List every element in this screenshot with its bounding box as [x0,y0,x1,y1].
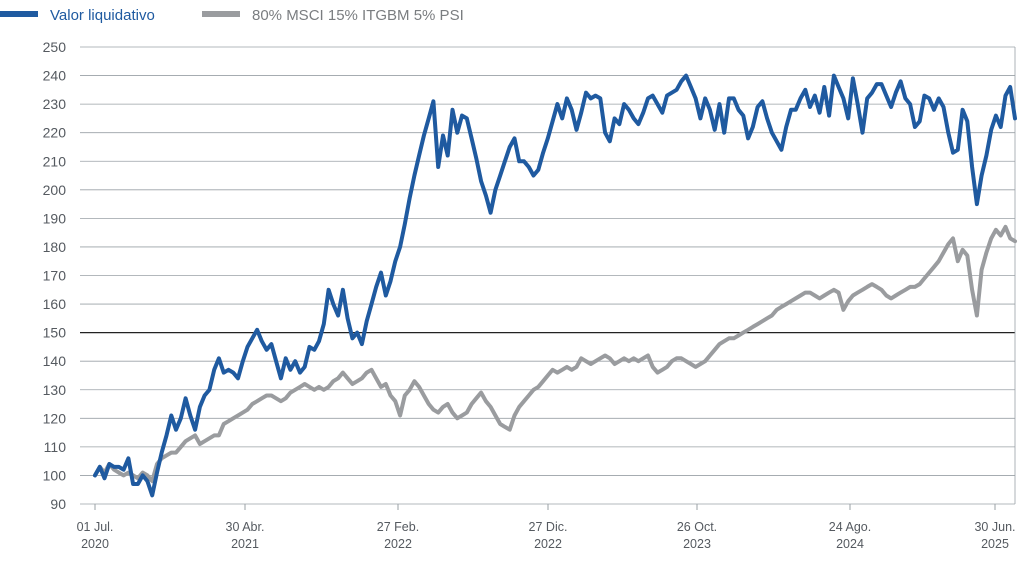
y-tick-label: 180 [43,239,67,255]
y-tick-label: 190 [43,210,67,226]
y-tick-label: 200 [43,182,67,198]
y-tick-label: 240 [43,68,67,84]
y-tick-label: 230 [43,96,67,112]
series-lines [93,73,1017,498]
x-tick-label-date: 27 Dic. [529,520,568,534]
y-tick-label: 220 [43,125,67,141]
x-tick-label-date: 27 Feb. [377,520,419,534]
x-tick-label-date: 30 Jun. [974,520,1015,534]
y-tick-label: 90 [50,496,66,512]
series-line-valor-liquidativo[interactable] [93,73,1017,498]
x-tick-label-year: 2022 [534,537,562,551]
y-tick-label: 100 [43,467,67,483]
legend: Valor liquidativo 80% MSCI 15% ITGBM 5% … [0,7,464,24]
x-tick-label-year: 2025 [981,537,1009,551]
y-tick-label: 110 [44,439,67,455]
legend-swatch-secondary [202,11,240,17]
x-tick-label-year: 2024 [836,537,864,551]
y-tick-label: 150 [43,325,67,341]
x-tick-label-year: 2023 [683,537,711,551]
legend-item-benchmark[interactable]: 80% MSCI 15% ITGBM 5% PSI [202,7,464,24]
y-tick-label: 140 [43,353,67,369]
y-axis: 90 100 110 120 130 140 150 160 170 180 190 200 210 22… [43,39,67,512]
y-tick-label: 210 [43,153,67,169]
x-tick-label-date: 26 Oct. [677,520,717,534]
legend-label-primary: Valor liquidativo [50,7,155,24]
x-tick-label-date: 30 Abr. [226,520,265,534]
x-tick-label-date: 24 Ago. [829,520,871,534]
x-tick-label-year: 2020 [81,537,109,551]
y-tick-label: 160 [43,296,67,312]
legend-item-valor-liquidativo[interactable]: Valor liquidativo [0,7,155,24]
y-tick-label: 120 [43,410,67,426]
x-tick-label-year: 2022 [384,537,412,551]
y-tick-label: 130 [43,382,67,398]
x-tick-label-date: 01 Jul. [77,520,114,534]
x-axis: 01 Jul. 2020 30 Abr. 2021 27 Feb. 2022 27 Dic.… [77,47,1016,551]
series-line-benchmark[interactable] [93,224,1017,484]
legend-swatch-primary [0,11,38,17]
x-tick-label-year: 2021 [231,537,259,551]
y-tick-label: 250 [43,39,67,55]
y-tick-label: 170 [43,268,67,284]
legend-label-secondary: 80% MSCI 15% ITGBM 5% PSI [252,7,464,24]
